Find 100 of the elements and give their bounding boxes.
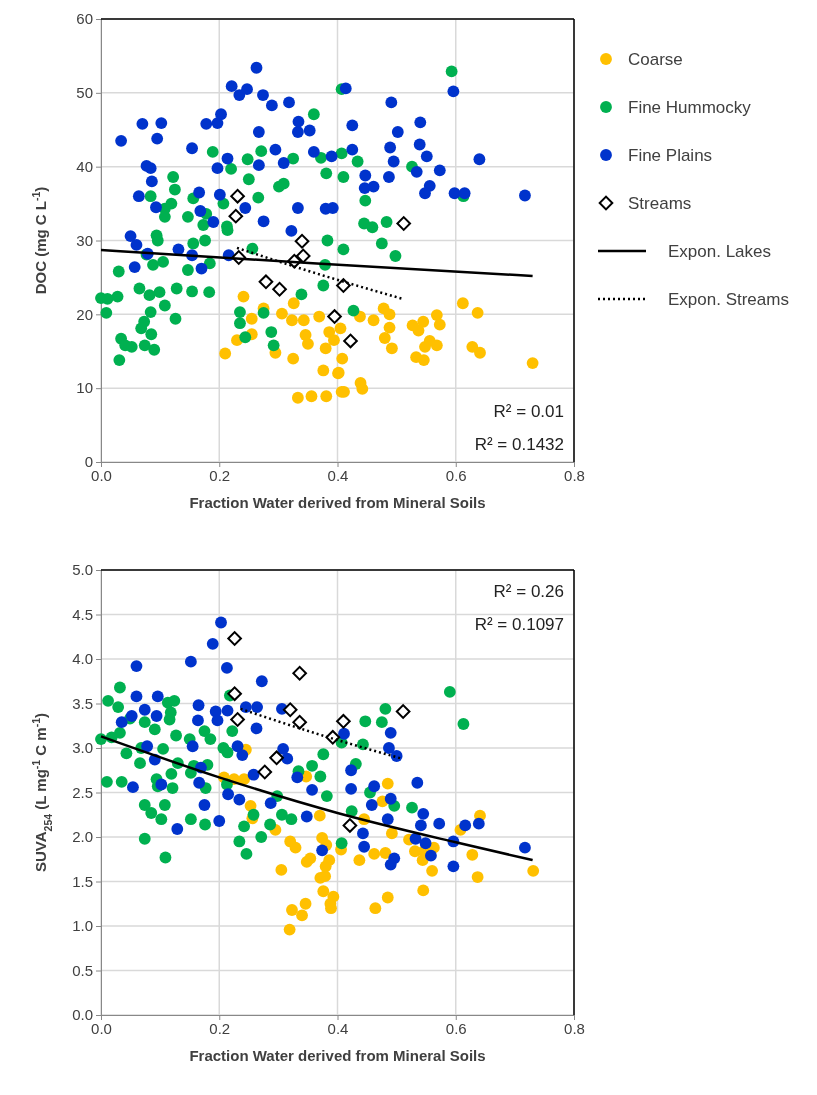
point	[368, 848, 381, 860]
point	[466, 848, 479, 861]
point	[417, 315, 430, 328]
y-tick-label: 5.0	[72, 561, 93, 579]
legend-label: Expon. Streams	[668, 290, 789, 309]
x-tick-label: 0.4	[327, 466, 349, 484]
y-tick-label: 0.5	[72, 961, 93, 979]
point	[282, 702, 298, 718]
point	[327, 890, 340, 903]
y-tick-label: 3.5	[72, 694, 93, 712]
x-tick-label: 0.2	[209, 1019, 231, 1037]
point	[417, 354, 430, 367]
x-tick-label: 0.4	[327, 1019, 349, 1037]
x-tick-label: 0.2	[209, 466, 231, 484]
point	[342, 818, 358, 833]
point	[317, 364, 330, 377]
point	[471, 306, 484, 319]
annotation: R² = 0.26	[493, 582, 564, 601]
y-tick-label: 30	[76, 231, 93, 249]
legend-label: Fine Hummocky	[628, 98, 752, 117]
x-tick-label: 0.0	[91, 466, 112, 484]
legend-label: Expon. Lakes	[668, 242, 772, 261]
point	[430, 309, 443, 321]
point	[526, 357, 539, 369]
point	[327, 309, 342, 324]
point	[456, 297, 469, 310]
point	[297, 314, 310, 327]
point	[302, 337, 314, 350]
legend-label: Streams	[628, 194, 692, 213]
point	[328, 334, 340, 347]
point	[245, 312, 258, 325]
point	[323, 854, 336, 867]
annotation: R² = 0.01	[493, 402, 564, 421]
point	[258, 274, 274, 290]
point	[313, 809, 326, 822]
annotation: R² = 0.1097	[474, 615, 564, 634]
point	[334, 322, 347, 335]
point	[381, 777, 394, 790]
point	[336, 352, 349, 365]
y-tick-label: 2.0	[72, 828, 93, 846]
point	[230, 188, 245, 204]
point	[474, 346, 486, 359]
point	[433, 318, 446, 331]
point	[296, 909, 308, 922]
y-tick-label: 50	[76, 84, 93, 102]
point	[299, 897, 312, 910]
point	[320, 390, 333, 403]
y-tick-label: 40	[76, 157, 93, 175]
point	[227, 631, 242, 646]
point	[304, 852, 317, 865]
point	[275, 864, 288, 876]
point	[336, 713, 351, 729]
point	[426, 864, 439, 877]
point	[295, 248, 311, 264]
point	[283, 923, 296, 936]
point	[230, 712, 245, 727]
legend-label: Coarse	[628, 50, 683, 69]
point	[286, 904, 298, 916]
point	[292, 665, 307, 681]
point	[383, 308, 396, 321]
point	[313, 310, 326, 323]
y-tick-label: 1.5	[72, 872, 93, 890]
point	[356, 383, 369, 395]
point	[287, 297, 300, 310]
x-tick-label: 0.8	[564, 1019, 585, 1037]
x-tick-label: 0.6	[445, 1019, 467, 1037]
annotation: R² = 0.1432	[474, 435, 564, 454]
point	[336, 278, 351, 293]
y-tick-label: 10	[76, 379, 93, 397]
point	[396, 216, 412, 231]
y-tick-label: 20	[76, 305, 93, 323]
point	[395, 704, 411, 719]
point	[294, 233, 310, 249]
legend-label: Fine Plains	[628, 146, 713, 165]
point	[367, 314, 380, 327]
point	[379, 847, 392, 859]
point	[292, 714, 307, 730]
point	[430, 339, 443, 352]
y-tick-label: 0.0	[72, 1006, 93, 1024]
point	[237, 290, 250, 303]
point	[385, 827, 398, 840]
point	[227, 686, 242, 702]
x-tick-label: 0.6	[445, 466, 467, 484]
point	[289, 841, 302, 854]
y-tick-label: 0	[84, 453, 93, 471]
point	[385, 342, 398, 355]
point	[257, 764, 273, 780]
point	[381, 891, 394, 904]
y-tick-label: 4.0	[72, 650, 93, 668]
y-tick-label: 1.0	[72, 917, 93, 935]
point	[417, 884, 430, 897]
x-tick-label: 0.8	[564, 466, 585, 484]
x-tick-label: 0.0	[91, 1019, 112, 1037]
point	[527, 864, 540, 877]
x-axis-title: Fraction Water derived from Mineral Soils	[189, 1047, 486, 1064]
point	[353, 854, 366, 867]
point	[269, 750, 284, 766]
x-axis-title: Fraction Water derived from Mineral Soils	[189, 494, 486, 511]
point	[219, 347, 232, 360]
y-tick-label: 60	[76, 10, 93, 28]
